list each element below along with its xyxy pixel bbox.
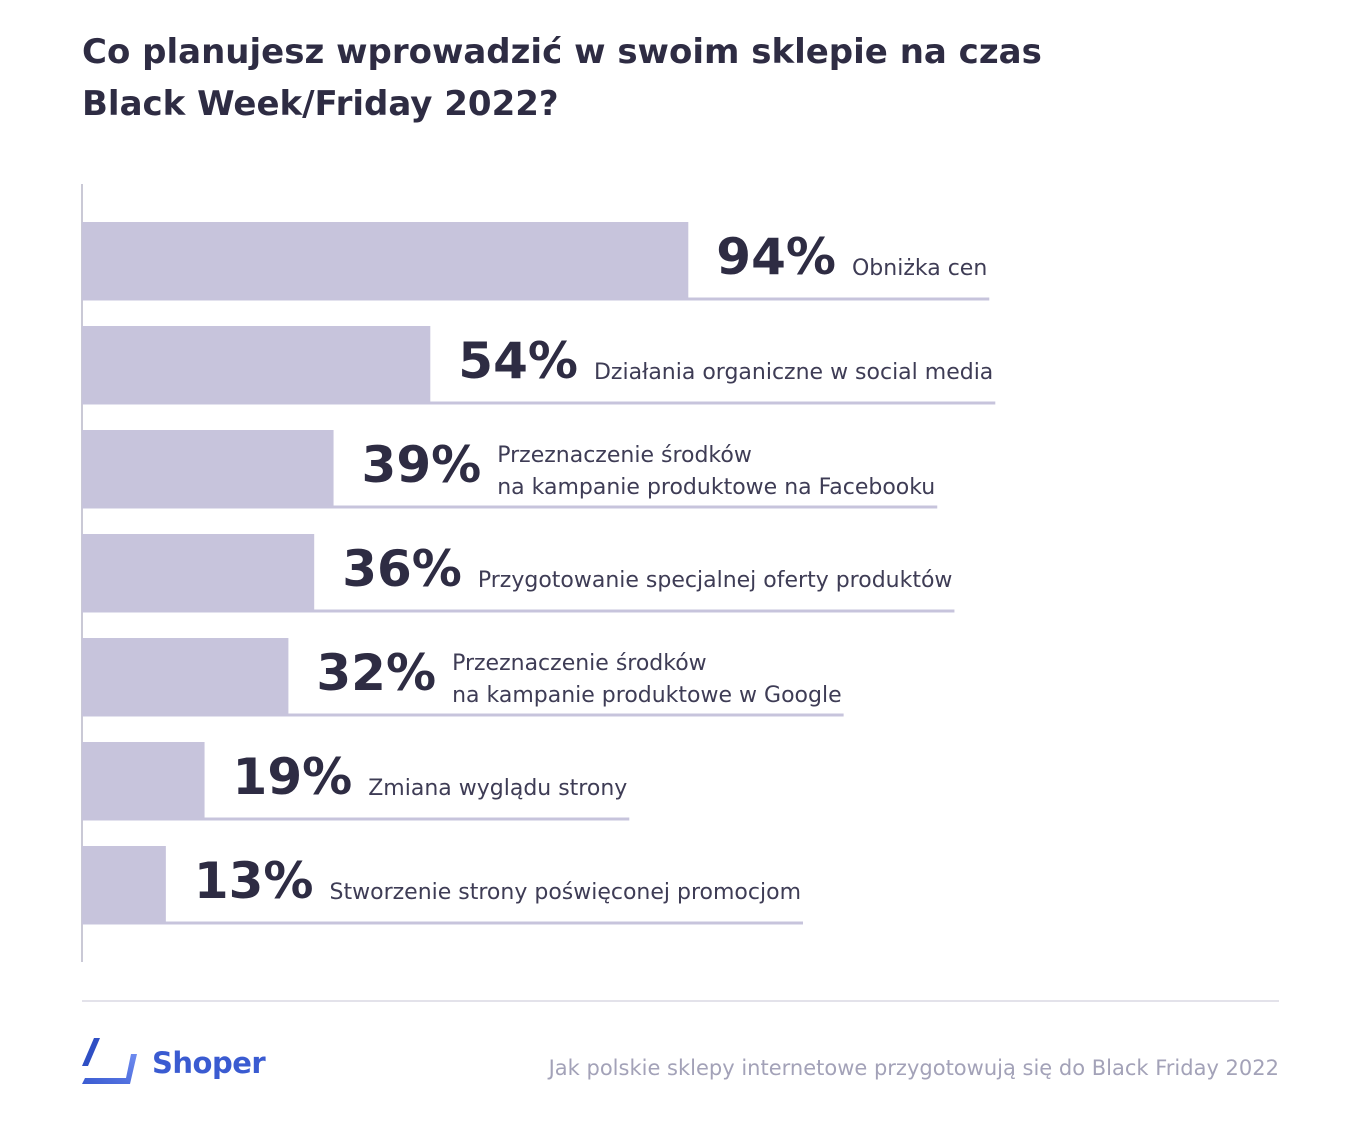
value-label: 54% (458, 332, 578, 390)
category-label: na kampanie produktowe na Facebooku (497, 475, 935, 500)
value-label: 36% (342, 540, 462, 598)
value-label: 39% (362, 436, 482, 494)
bar (82, 742, 205, 819)
category-label: Przeznaczenie środków (497, 443, 752, 468)
bar (82, 638, 289, 715)
shoper-logo: Shoper (80, 1036, 266, 1090)
chart-title: Co planujesz wprowadzić w swoim sklepie … (82, 26, 1082, 130)
category-label: Przygotowanie specjalnej oferty produktó… (478, 568, 953, 593)
bar (82, 430, 334, 507)
value-label: 19% (233, 748, 353, 806)
category-label: Przeznaczenie środków (452, 651, 707, 676)
bar (82, 846, 166, 923)
chart-title-line-1: Co planujesz wprowadzić w swoim sklepie … (82, 32, 1042, 72)
footer-divider (82, 1000, 1279, 1002)
category-label: Stworzenie strony poświęconej promocjom (330, 880, 801, 905)
source-note: Jak polskie sklepy internetowe przygotow… (548, 1056, 1279, 1080)
value-label: 94% (716, 228, 836, 286)
bar (82, 326, 431, 403)
bar (82, 534, 315, 611)
shoper-logo-icon (82, 1038, 137, 1084)
value-label: 13% (194, 852, 314, 910)
category-label: Zmiana wyglądu strony (368, 776, 627, 801)
bar-chart: 94% Obniżka cen 54% Działania organiczne w … (81, 184, 996, 962)
category-label: na kampanie produktowe w Google (452, 683, 842, 708)
brand-name: Shoper (152, 1046, 266, 1080)
category-label: Działania organiczne w social media (594, 360, 993, 385)
bar (82, 222, 689, 299)
category-label: Obniżka cen (852, 256, 987, 281)
chart-title-line-2: Black Week/Friday 2022? (82, 84, 559, 124)
value-label: 32% (316, 644, 436, 702)
